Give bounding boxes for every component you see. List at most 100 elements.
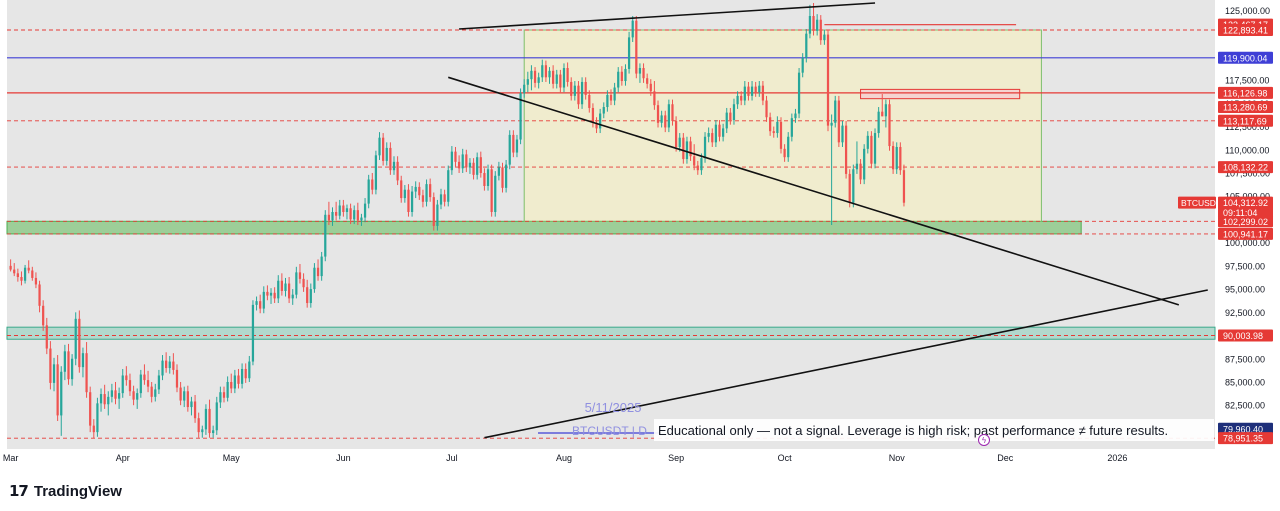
candle-body	[541, 65, 544, 78]
candle-body	[772, 131, 775, 134]
candle-body	[700, 158, 703, 171]
trend-line[interactable]	[459, 2, 876, 30]
candle-body	[776, 121, 779, 134]
candle-body	[212, 430, 215, 434]
candle-body	[432, 197, 435, 226]
candle-body	[269, 292, 273, 296]
price-tick-label: 95,000.00	[1225, 285, 1265, 295]
candle-body	[472, 162, 475, 175]
candle-body	[20, 277, 23, 281]
price-tick-label: 85,000.00	[1225, 377, 1265, 387]
candle-body	[743, 86, 746, 101]
candle-body	[624, 68, 627, 82]
candle-body	[382, 137, 385, 161]
candle-body	[139, 374, 142, 394]
candle-body	[96, 403, 99, 433]
time-axis-background	[7, 449, 1280, 466]
candle-body	[899, 146, 902, 171]
candle-body	[190, 401, 193, 408]
candle-body	[186, 391, 189, 408]
candle-body	[703, 136, 707, 159]
candle-body	[266, 291, 269, 296]
candle-body	[204, 408, 208, 430]
candle-body	[588, 94, 591, 108]
candle-body	[479, 157, 482, 173]
month-tick-label: Oct	[778, 453, 793, 463]
support-zone[interactable]	[6, 326, 1216, 340]
candle-body	[378, 137, 381, 156]
candle-body	[461, 154, 464, 169]
price-level-tag	[1218, 161, 1273, 174]
candle-body	[476, 157, 479, 175]
support-zone[interactable]	[6, 220, 1082, 235]
candle-body	[689, 141, 692, 157]
candle-body	[852, 169, 855, 203]
price-level-tag-text: 79,960.40	[1223, 424, 1263, 434]
candle-body	[335, 211, 338, 216]
candle-body	[468, 162, 472, 168]
candle-body	[620, 71, 623, 82]
candle-body	[183, 391, 186, 401]
symbol-interval-label: BTCUSDT | D	[572, 424, 647, 438]
candle-body	[52, 364, 56, 383]
candle-body	[537, 77, 540, 83]
candle-body	[646, 78, 649, 84]
candle-body	[693, 156, 696, 166]
candle-body	[132, 391, 135, 400]
candle-body	[609, 94, 613, 101]
resistance-box[interactable]	[860, 88, 1021, 100]
candle-body	[360, 217, 363, 221]
candle-body	[436, 204, 439, 226]
candle-body	[664, 115, 667, 128]
candle-body	[237, 375, 240, 384]
candle-body	[573, 85, 576, 96]
tradingview-brand[interactable]: 17 TradingView	[9, 482, 122, 500]
month-tick-label: Jul	[446, 453, 458, 463]
price-level-tag-text: 108,132.22	[1223, 163, 1268, 173]
candle-body	[635, 20, 638, 74]
price-tick-label: 112,500.00	[1225, 122, 1269, 132]
replay-icon[interactable]	[978, 434, 990, 446]
candle-body	[566, 68, 569, 82]
trend-line[interactable]	[484, 289, 1208, 439]
candle-body	[819, 19, 822, 41]
candle-body	[208, 408, 211, 434]
candle-body	[696, 165, 699, 171]
candle-body	[161, 360, 164, 376]
candle-body	[902, 170, 906, 203]
disclaimer-text: Educational only — not a signal. Leverag…	[658, 423, 1168, 438]
candle-body	[562, 68, 566, 88]
candle-body	[306, 287, 309, 304]
candle-body	[671, 104, 674, 121]
candle-body	[570, 81, 573, 96]
candle-body	[117, 393, 121, 399]
candle-body	[429, 184, 432, 198]
candle-body	[848, 173, 851, 203]
candle-body	[888, 104, 891, 147]
date-watermark: 5/11/2025	[585, 400, 642, 415]
candle-body	[721, 128, 725, 137]
candle-body	[667, 104, 670, 128]
tradingview-logo-icon: 17	[9, 482, 29, 500]
candle-body	[13, 269, 16, 274]
tradingview-wordmark: TradingView	[33, 482, 122, 500]
candle-body	[125, 375, 128, 381]
trend-line[interactable]	[448, 76, 1180, 306]
current-price-text: 104,312.92	[1223, 198, 1268, 208]
candle-body	[837, 100, 840, 143]
range-box[interactable]	[523, 29, 1042, 222]
candle-body	[732, 104, 736, 121]
candle-body	[27, 267, 30, 271]
candle-body	[881, 111, 884, 117]
candle-body	[49, 348, 52, 383]
candle-body	[353, 210, 356, 220]
candle-body	[805, 33, 808, 58]
candle-body	[143, 374, 146, 381]
candle-body	[201, 429, 204, 433]
candle-body	[273, 292, 276, 299]
candle-body	[544, 65, 548, 78]
candle-body	[580, 81, 584, 105]
candle-body	[74, 318, 77, 359]
candle-body	[747, 86, 750, 96]
